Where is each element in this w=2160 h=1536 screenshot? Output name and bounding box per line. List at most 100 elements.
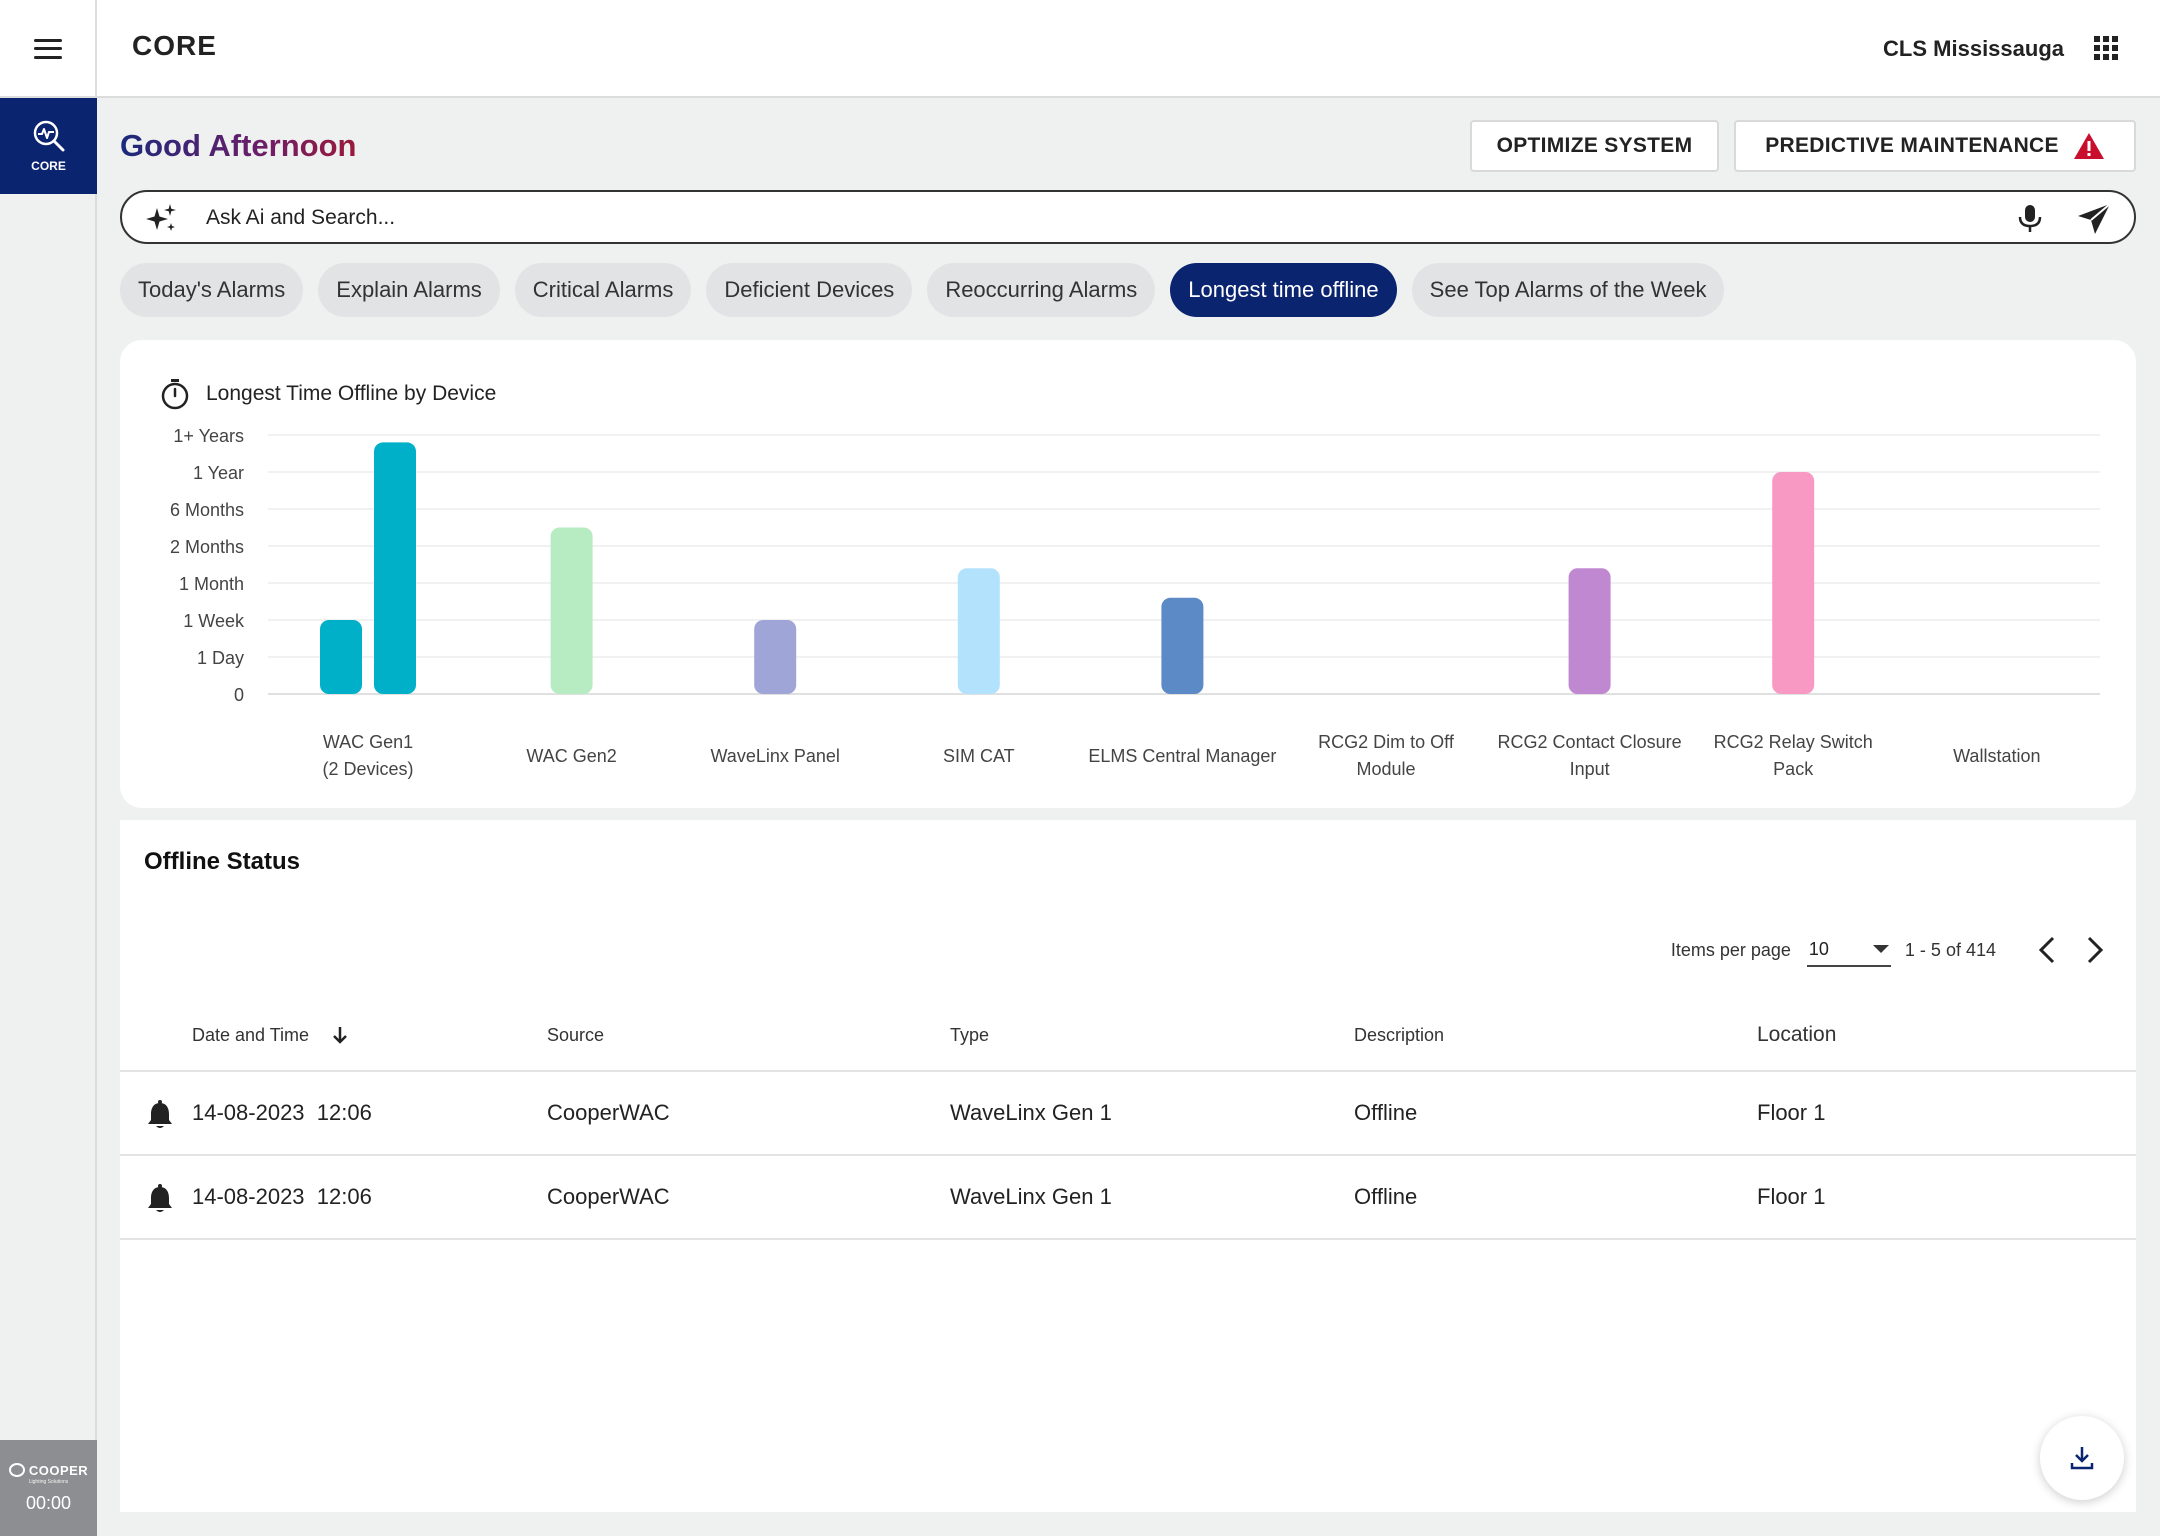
x-tick-label: Pack — [1773, 759, 1814, 779]
y-tick-label: 1 Month — [179, 574, 244, 594]
download-button[interactable] — [2040, 1416, 2124, 1500]
chip-todays-alarms[interactable]: Today's Alarms — [120, 263, 304, 317]
table-row[interactable]: 14-08-2023 12:06 CooperWAC WaveLinx Gen … — [120, 1156, 2136, 1240]
paginator: Items per page 10 1 - 5 of 414 — [1671, 930, 2112, 970]
core-search-icon — [33, 120, 64, 152]
previous-page-button[interactable] — [2030, 933, 2064, 967]
predictive-maintenance-label: PREDICTIVE MAINTENANCE — [1765, 134, 2059, 157]
x-tick-label: RCG2 Dim to Off — [1318, 732, 1455, 752]
table-header: Date and Time Source Type Description Lo… — [120, 1000, 2136, 1072]
cell-description: Offline — [1354, 1100, 1418, 1125]
cell-date: 14-08-2023 — [192, 1184, 305, 1209]
x-tick-label: Input — [1570, 759, 1610, 779]
chip-critical-alarms[interactable]: Critical Alarms — [514, 263, 692, 317]
x-tick-label: ELMS Central Manager — [1088, 746, 1276, 766]
chevron-down-icon — [1872, 945, 1889, 953]
chip-longest-time-offline[interactable]: Longest time offline — [1170, 263, 1397, 317]
apps-grid-icon[interactable] — [2094, 36, 2118, 60]
cell-time: 12:06 — [316, 1184, 372, 1209]
brand-subtitle: Lighting Solutions — [28, 1478, 69, 1485]
cell-type: WaveLinx Gen 1 — [950, 1184, 1112, 1209]
cell-time: 12:06 — [316, 1100, 372, 1125]
y-tick-label: 6 Months — [170, 500, 244, 520]
chart-bar[interactable] — [754, 620, 797, 694]
column-type[interactable]: Type — [950, 1024, 990, 1045]
chart-card: 0 1 Day 1 Week 1 Month 2 Months 6 Months 1 Yea… — [120, 340, 2136, 808]
y-tick-label: 2 Months — [170, 537, 244, 557]
app-title: CORE — [132, 30, 217, 61]
chip-top-alarms-week[interactable]: See Top Alarms of the Week — [1411, 263, 1725, 317]
page-range: 1 - 5 of 414 — [1904, 939, 1996, 960]
x-tick-label: WaveLinx Panel — [710, 746, 839, 766]
download-icon — [2070, 1447, 2094, 1470]
x-tick-label: Wallstation — [1953, 746, 2040, 766]
chevron-right-icon — [2087, 936, 2103, 964]
ai-sparkle-icon — [146, 204, 176, 231]
y-tick-label: 0 — [234, 685, 244, 705]
chip-deficient-devices[interactable]: Deficient Devices — [706, 263, 913, 317]
bell-icon — [148, 1184, 172, 1212]
chart-bar[interactable] — [1568, 568, 1611, 694]
site-name[interactable]: CLS Mississauga — [1883, 36, 2064, 61]
cell-location: Floor 1 — [1757, 1184, 1826, 1209]
brand-name: COOPER — [28, 1462, 89, 1478]
top-bar: CORE CLS Mississauga — [0, 0, 2160, 98]
menu-button[interactable] — [0, 0, 97, 97]
table-row[interactable]: 14-08-2023 12:06 CooperWAC WaveLinx Gen … — [120, 1072, 2136, 1156]
chart-bar[interactable] — [1161, 597, 1204, 694]
offline-status-table: Offline Status Items per page 10 1 - 5 o… — [120, 820, 2136, 1512]
x-tick-label: WAC Gen1 — [323, 732, 413, 752]
y-tick-label: 1 Day — [197, 648, 244, 668]
y-tick-label: 1 Year — [193, 463, 244, 483]
chart-bar[interactable] — [320, 620, 362, 694]
chart-bar[interactable] — [1772, 472, 1815, 694]
sort-down-arrow-icon[interactable] — [331, 1025, 349, 1045]
cell-source: CooperWAC — [547, 1100, 670, 1125]
column-source[interactable]: Source — [547, 1024, 605, 1045]
chip-explain-alarms[interactable]: Explain Alarms — [318, 263, 500, 317]
brand-logo: COOPER — [8, 1462, 89, 1478]
chart-bar[interactable] — [550, 527, 593, 695]
cell-source: CooperWAC — [547, 1184, 670, 1209]
clock: 00:00 — [25, 1492, 72, 1513]
column-date-time[interactable]: Date and Time — [192, 1000, 349, 1070]
timer-icon — [161, 379, 189, 410]
quick-prompt-chips: Today's Alarms Explain Alarms Critical A… — [120, 263, 1725, 317]
items-per-page-label: Items per page — [1670, 939, 1791, 960]
table-title: Offline Status — [144, 848, 301, 875]
search-input[interactable] — [206, 200, 2006, 236]
rail-footer: COOPER Lighting Solutions 00:00 — [0, 1440, 97, 1536]
x-tick-label: (2 Devices) — [322, 759, 413, 779]
chip-reoccurring-alarms[interactable]: Reoccurring Alarms — [927, 263, 1156, 317]
cell-date-time: 14-08-2023 12:06 — [192, 1072, 372, 1154]
column-location[interactable]: Location — [1757, 1023, 1837, 1046]
warning-icon — [2073, 133, 2104, 159]
items-per-page-select[interactable]: 10 — [1806, 933, 1891, 967]
bell-icon — [148, 1100, 172, 1128]
predictive-maintenance-button[interactable]: PREDICTIVE MAINTENANCE — [1734, 120, 2136, 172]
x-tick-label: Module — [1356, 759, 1415, 779]
chart-bar[interactable] — [957, 568, 1000, 694]
optimize-system-button[interactable]: OPTIMIZE SYSTEM — [1470, 120, 1719, 172]
chart-bar[interactable] — [374, 442, 416, 694]
x-tick-label: SIM CAT — [943, 746, 1015, 766]
items-per-page-value: 10 — [1808, 938, 1829, 959]
rail-item-core[interactable]: CORE — [0, 98, 97, 194]
ai-search-bar — [120, 190, 2136, 244]
cell-date-time: 14-08-2023 12:06 — [192, 1156, 372, 1238]
left-rail: CORE COOPER Lighting Solutions 00:00 — [0, 98, 97, 1536]
y-tick-label: 1 Week — [183, 611, 245, 631]
chart-title: Longest Time Offline by Device — [206, 382, 497, 405]
optimize-system-label: OPTIMIZE SYSTEM — [1496, 134, 1693, 157]
next-page-button[interactable] — [2078, 933, 2112, 967]
microphone-icon[interactable] — [2016, 204, 2044, 234]
cooper-logo-icon — [8, 1463, 25, 1477]
chart-header: Longest Time Offline by Device — [160, 378, 496, 410]
greeting: Good Afternoon — [120, 128, 357, 163]
column-description[interactable]: Description — [1354, 1024, 1445, 1045]
send-icon[interactable] — [2076, 202, 2112, 236]
x-tick-label: RCG2 Relay Switch — [1714, 732, 1873, 752]
cell-description: Offline — [1354, 1184, 1418, 1209]
x-tick-label: WAC Gen2 — [526, 746, 616, 766]
cell-location: Floor 1 — [1757, 1100, 1826, 1125]
